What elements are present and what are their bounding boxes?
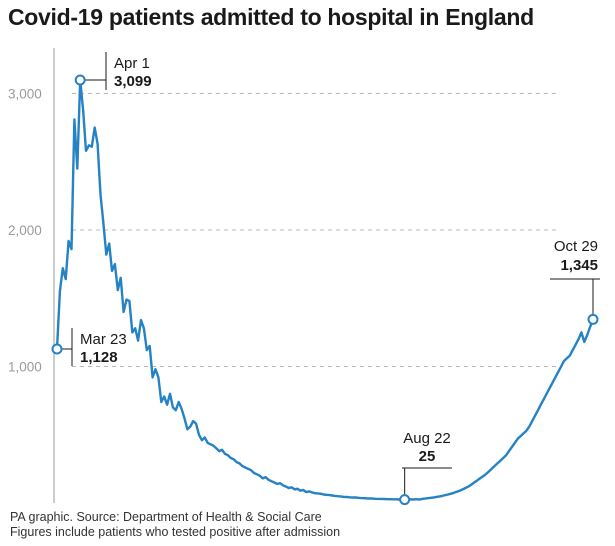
annotation-point-marker <box>587 313 599 325</box>
annotation-value: 1,128 <box>80 349 118 366</box>
annotation-point-marker <box>399 494 411 506</box>
annotation-leader <box>550 278 600 315</box>
annotation-leader <box>62 328 73 366</box>
footnote: Figures include patients who tested posi… <box>10 525 341 539</box>
annotation-label: Oct 29 <box>554 238 598 255</box>
series-line-admissions <box>55 78 595 501</box>
y-tick-label: 2,000 <box>8 223 42 238</box>
y-tick-label: 3,000 <box>8 87 42 102</box>
annotation-point-marker <box>51 343 63 355</box>
annotation-label: Apr 1 <box>114 55 150 72</box>
annotation-label: Aug 22 <box>403 430 451 447</box>
annotation-end: Oct 29 1,345 <box>550 238 600 325</box>
annotation-point-marker <box>74 74 86 86</box>
source-note: PA graphic. Source: Department of Health… <box>10 510 322 524</box>
annotation-value: 1,345 <box>560 257 598 274</box>
y-tick-label: 1,000 <box>8 360 42 375</box>
annotation-leader <box>85 52 107 90</box>
annotation-leader <box>402 467 452 495</box>
annotation-start: Mar 231,128 <box>51 328 127 366</box>
annotation-label: Mar 23 <box>80 331 127 348</box>
annotation-peak: Apr 13,099 <box>74 52 152 90</box>
y-axis-ticks: 1,000 2,000 3,000 <box>8 87 42 375</box>
annotation-value: 3,099 <box>114 73 152 90</box>
chart-footer: PA graphic. Source: Department of Health… <box>10 510 340 540</box>
gridlines <box>53 48 560 503</box>
chart-title: Covid-19 patients admitted to hospital i… <box>8 4 534 30</box>
annotation-value: 25 <box>419 448 436 465</box>
